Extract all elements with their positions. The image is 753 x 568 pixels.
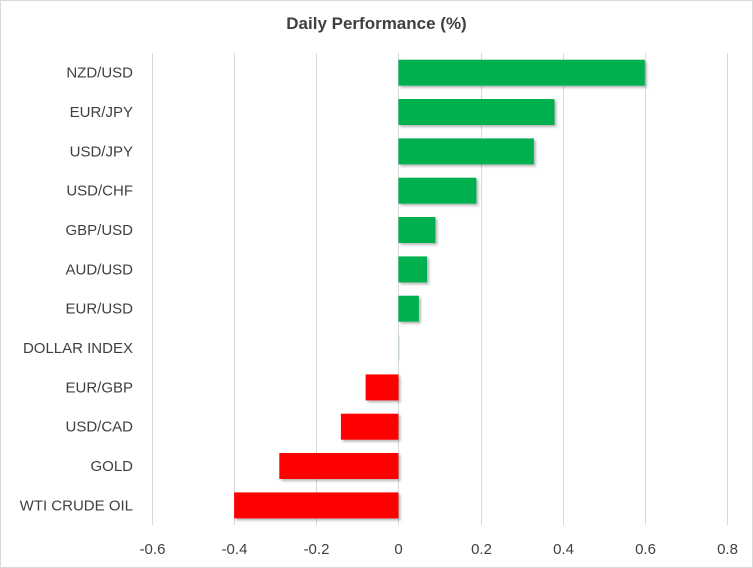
category-label-wti-crude-oil: WTI CRUDE OIL — [20, 497, 133, 514]
x-tick-label: 0.4 — [553, 541, 574, 558]
category-label-nzd-usd: NZD/USD — [66, 65, 133, 82]
bar-gold — [279, 453, 399, 479]
x-tick-label: -0.2 — [304, 541, 330, 558]
x-axis-tick-labels: -0.6 -0.4 -0.2 0 0.2 0.4 0.6 0.8 — [140, 541, 738, 558]
bar-gbp-usd — [398, 217, 436, 243]
category-label-aud-usd: AUD/USD — [65, 261, 133, 278]
bar-usd-chf — [398, 177, 477, 204]
bar-eur-usd — [398, 295, 419, 322]
gridlines — [152, 53, 728, 525]
x-tick-label: -0.4 — [222, 541, 248, 558]
category-label-gbp-usd: GBP/USD — [65, 222, 133, 239]
bar-dollar-index — [398, 335, 400, 361]
x-tick-label: 0.8 — [717, 541, 738, 558]
category-label-gold: GOLD — [90, 458, 133, 475]
category-label-dollar-index: DOLLAR INDEX — [23, 340, 133, 357]
category-label-usd-chf: USD/CHF — [66, 183, 133, 200]
category-label-eur-jpy: EUR/JPY — [70, 104, 133, 121]
x-tick-label: 0 — [394, 541, 402, 558]
category-labels: NZD/USD EUR/JPY USD/JPY USD/CHF GBP/USD AUD/U… — [20, 65, 134, 515]
x-tick-label: -0.6 — [140, 541, 166, 558]
bar-usd-cad — [340, 413, 399, 440]
category-label-eur-gbp: EUR/GBP — [65, 379, 133, 396]
x-tick-label: 0.2 — [471, 541, 492, 558]
bar-eur-gbp — [365, 374, 399, 401]
bar-eur-jpy — [398, 99, 555, 125]
category-label-eur-usd: EUR/USD — [65, 301, 133, 318]
x-tick-label: 0.6 — [635, 541, 656, 558]
bars — [234, 59, 645, 519]
chart-title: Daily Performance (%) — [286, 14, 467, 33]
category-label-usd-cad: USD/CAD — [65, 419, 133, 436]
bar-nzd-usd — [398, 59, 645, 86]
bar-usd-jpy — [398, 138, 534, 165]
category-label-usd-jpy: USD/JPY — [70, 143, 133, 160]
bar-wti-crude-oil — [234, 492, 399, 519]
bar-aud-usd — [398, 256, 428, 283]
